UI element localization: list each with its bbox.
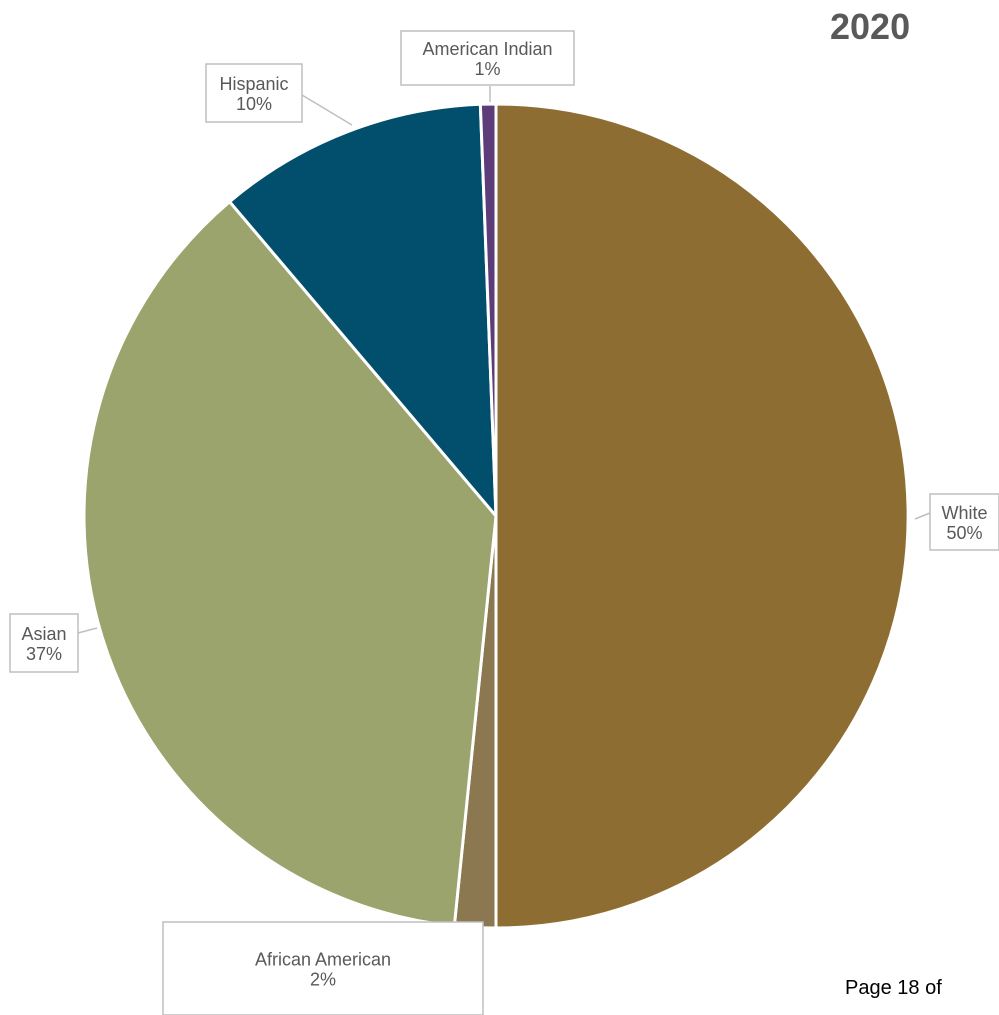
slice-name: Asian bbox=[21, 624, 66, 644]
slice-percent: 1% bbox=[474, 59, 500, 79]
label-box bbox=[9, 613, 79, 673]
slice-name: White bbox=[941, 503, 987, 523]
pie-slice-american-indian bbox=[478, 102, 498, 518]
label-box bbox=[400, 30, 575, 86]
leader-line-hispanic bbox=[301, 94, 353, 126]
leader-line-white bbox=[914, 512, 931, 520]
slice-percent: 2% bbox=[310, 970, 336, 990]
label-box bbox=[162, 921, 484, 1015]
year-heading: 2020 bbox=[830, 6, 911, 47]
pie-slices bbox=[82, 102, 910, 930]
label-box bbox=[205, 63, 303, 123]
pie-slice-white bbox=[494, 102, 910, 930]
slice-name: American Indian bbox=[422, 39, 552, 59]
slice-percent: 50% bbox=[946, 523, 982, 543]
slice-name: African American bbox=[255, 950, 391, 970]
pie-slice-hispanic bbox=[228, 102, 498, 518]
slice-percent: 10% bbox=[236, 94, 272, 114]
slice-percent: 37% bbox=[26, 644, 62, 664]
slice-name: Hispanic bbox=[219, 74, 288, 94]
page-number: Page 18 of bbox=[845, 977, 942, 999]
label-box bbox=[929, 493, 999, 551]
leader-line-asian bbox=[77, 627, 98, 634]
pie-slice-asian bbox=[82, 200, 498, 928]
